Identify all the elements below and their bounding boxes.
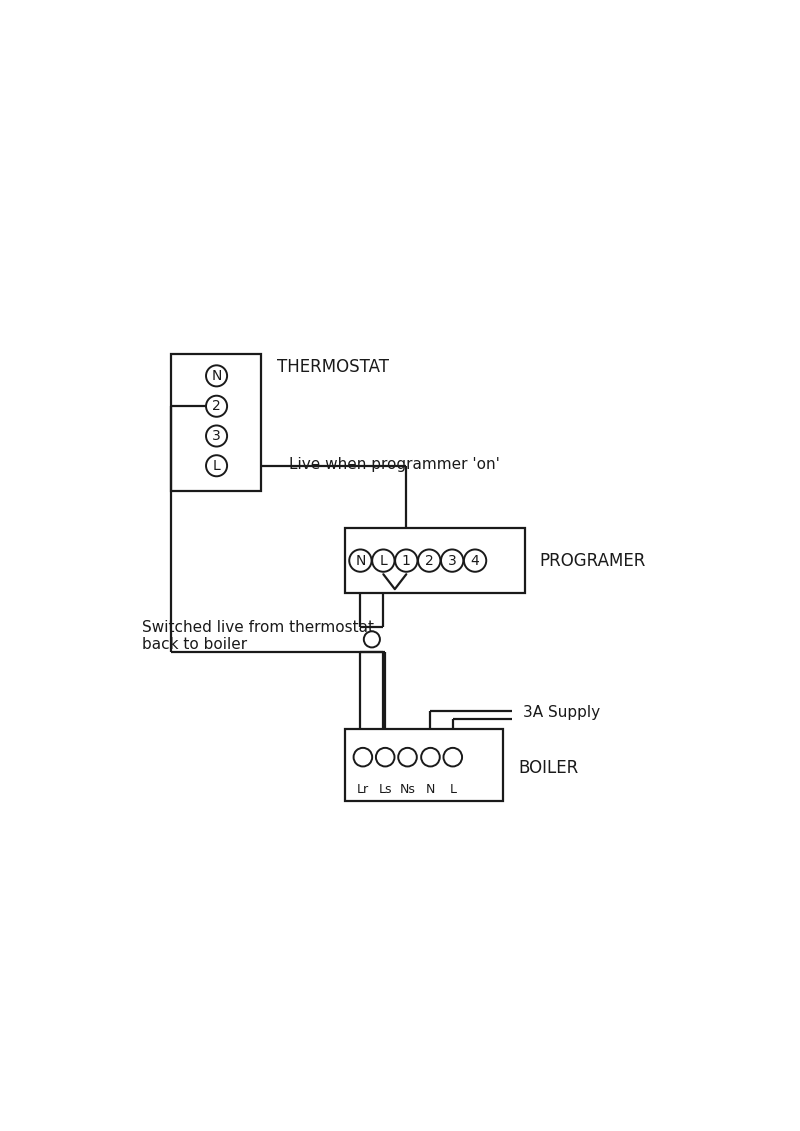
Circle shape (376, 748, 394, 767)
Bar (345, 528, 525, 593)
Text: 2: 2 (425, 553, 434, 568)
Circle shape (206, 365, 227, 387)
Text: BOILER: BOILER (518, 759, 578, 777)
Circle shape (443, 748, 462, 767)
Circle shape (464, 550, 486, 572)
Circle shape (421, 748, 440, 767)
Bar (345, 729, 503, 801)
Circle shape (398, 748, 417, 767)
Text: 3: 3 (212, 429, 221, 443)
Text: L: L (379, 553, 387, 568)
Text: THERMOSTAT: THERMOSTAT (277, 357, 389, 375)
Text: 1: 1 (402, 553, 410, 568)
Text: N: N (355, 553, 366, 568)
Text: N: N (211, 369, 222, 383)
Text: Ls: Ls (378, 783, 392, 796)
Text: Ns: Ns (399, 783, 415, 796)
Circle shape (350, 550, 371, 572)
Circle shape (395, 550, 418, 572)
Circle shape (441, 550, 463, 572)
Text: Lr: Lr (357, 783, 369, 796)
Circle shape (418, 550, 440, 572)
Text: 3A Supply: 3A Supply (523, 705, 600, 720)
Text: 3: 3 (448, 553, 457, 568)
Text: L: L (450, 783, 456, 796)
Text: N: N (426, 783, 435, 796)
Text: L: L (213, 459, 221, 473)
Text: 2: 2 (212, 399, 221, 413)
Text: Live when programmer 'on': Live when programmer 'on' (289, 457, 500, 472)
Text: PROGRAMER: PROGRAMER (539, 552, 646, 570)
Circle shape (354, 748, 372, 767)
Text: Switched live from thermostat
back to boiler: Switched live from thermostat back to bo… (142, 620, 374, 653)
Text: 4: 4 (470, 553, 479, 568)
Bar (171, 354, 262, 491)
Circle shape (206, 455, 227, 476)
Circle shape (206, 425, 227, 447)
Circle shape (372, 550, 394, 572)
Circle shape (206, 396, 227, 417)
